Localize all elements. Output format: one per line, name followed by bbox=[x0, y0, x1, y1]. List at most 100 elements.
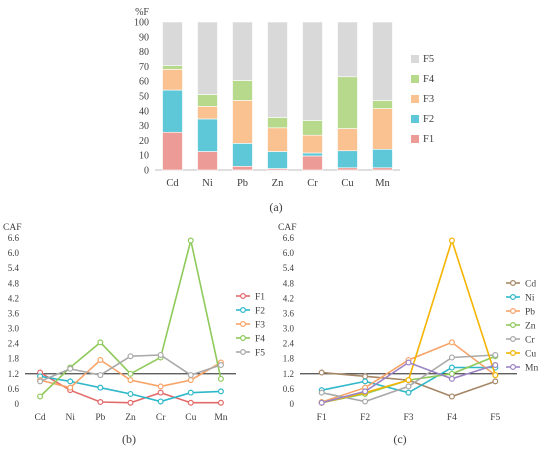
point-f2-ni bbox=[67, 378, 74, 385]
bar-mn-f4 bbox=[372, 100, 393, 109]
legend-label-f2: F2 bbox=[255, 307, 265, 317]
y-tick-label-6-6: 6.6 bbox=[8, 233, 20, 243]
point-f1-mn bbox=[217, 399, 224, 406]
x-tick-label-f1: F1 bbox=[317, 413, 327, 423]
bar-cu-f4 bbox=[337, 76, 358, 129]
legend-swatch-f4 bbox=[411, 75, 419, 83]
y-tick-label-60: 60 bbox=[139, 77, 149, 88]
x-tick-label-cd: Cd bbox=[35, 413, 46, 423]
bar-pb-f4 bbox=[232, 80, 253, 101]
y-axis-label: CAF bbox=[3, 223, 21, 233]
point-f5-mn bbox=[217, 362, 224, 369]
legend-label-f4: F4 bbox=[423, 74, 435, 85]
bar-ni-f5 bbox=[197, 21, 218, 95]
legend-marker-cr bbox=[510, 336, 517, 343]
y-tick-label-1-2: 1.2 bbox=[8, 369, 19, 379]
point-cu-f4 bbox=[448, 237, 455, 244]
y-tick-label-2-4: 2.4 bbox=[8, 339, 20, 349]
x-tick-label-zn: Zn bbox=[272, 178, 284, 189]
bar-cr-f5 bbox=[302, 21, 323, 121]
x-tick-label-ni: Ni bbox=[65, 413, 75, 423]
point-f4-mn bbox=[217, 375, 224, 382]
y-tick-label-1-8: 1.8 bbox=[8, 354, 20, 364]
point-ni-f3 bbox=[405, 389, 412, 396]
point-cd-f5 bbox=[492, 378, 499, 385]
y-tick-label-3-0: 3.0 bbox=[8, 324, 20, 334]
y-tick-label-10: 10 bbox=[139, 151, 149, 162]
point-f2-zn bbox=[127, 390, 134, 397]
point-f4-cu bbox=[187, 237, 194, 244]
point-f3-zn bbox=[127, 377, 134, 384]
point-f3-ni bbox=[67, 384, 74, 391]
panel-a-stacked-bar-chart: %F 0 10 20 30 40 50 60 70 80 90 100 Cd Ni Pb Zn Cr Cu Mn F5… bbox=[134, 7, 435, 189]
legend-marker-f3 bbox=[240, 321, 247, 328]
point-cr-f5 bbox=[492, 351, 499, 358]
bar-pb-f2 bbox=[232, 143, 253, 167]
y-tick-label-100: 100 bbox=[134, 18, 149, 29]
bar-cd-f2 bbox=[162, 89, 183, 133]
point-cr-f2 bbox=[362, 398, 369, 405]
point-f5-cd bbox=[37, 378, 44, 385]
legend-label-f3: F3 bbox=[423, 94, 434, 105]
bar-mn-f3 bbox=[372, 108, 393, 150]
bar-mn-f5 bbox=[372, 21, 393, 101]
point-f3-cu bbox=[187, 377, 194, 384]
y-tick-label-3-0: 3.0 bbox=[283, 324, 295, 334]
point-f2-mn bbox=[217, 388, 224, 395]
bar-cr-f3 bbox=[302, 134, 323, 154]
legend-swatch-f3 bbox=[411, 95, 419, 103]
bar-pb-f1 bbox=[232, 166, 253, 171]
y-tick-label-5-4: 5.4 bbox=[283, 263, 295, 273]
y-tick-label-0-6: 0.6 bbox=[283, 384, 295, 394]
legend-label-pb: Pb bbox=[525, 308, 535, 318]
x-tick-label-f4: F4 bbox=[447, 413, 457, 423]
point-mn-f2 bbox=[362, 388, 369, 395]
legend-label-cu: Cu bbox=[525, 350, 536, 360]
bar-cu-f2 bbox=[337, 150, 358, 169]
y-tick-label-2-4: 2.4 bbox=[283, 339, 295, 349]
point-cd-f4 bbox=[448, 393, 455, 400]
x-tick-label-f5: F5 bbox=[490, 413, 500, 423]
legend-label-f1: F1 bbox=[423, 134, 434, 145]
point-f2-pb bbox=[97, 384, 104, 391]
point-f5-zn bbox=[127, 353, 134, 360]
x-tick-label-mn: Mn bbox=[214, 413, 227, 423]
point-f1-pb bbox=[97, 398, 104, 405]
legend-marker-cu bbox=[510, 350, 517, 357]
legend-label-f5: F5 bbox=[255, 349, 265, 359]
bar-cd-f4 bbox=[162, 65, 183, 70]
x-tick-label-zn: Zn bbox=[125, 413, 136, 423]
point-cr-f4 bbox=[448, 354, 455, 361]
point-mn-f1 bbox=[318, 399, 325, 406]
y-tick-label-3-6: 3.6 bbox=[283, 308, 295, 318]
point-cu-f5 bbox=[492, 372, 499, 379]
y-tick-label-1-2: 1.2 bbox=[283, 369, 294, 379]
point-f4-pb bbox=[97, 339, 104, 346]
bar-ni-f3 bbox=[197, 106, 218, 120]
y-tick-label-0-6: 0.6 bbox=[8, 384, 20, 394]
x-tick-label-cu: Cu bbox=[185, 413, 196, 423]
point-f4-zn bbox=[127, 370, 134, 377]
point-f1-zn bbox=[127, 399, 134, 406]
point-cu-f3 bbox=[405, 377, 412, 384]
bar-ni-f2 bbox=[197, 118, 218, 152]
y-tick-label-20: 20 bbox=[139, 136, 149, 147]
point-cd-f1 bbox=[318, 369, 325, 376]
point-ni-f4 bbox=[448, 364, 455, 371]
y-tick-label-40: 40 bbox=[139, 106, 149, 117]
legend-marker-f5 bbox=[240, 349, 247, 356]
point-mn-f4 bbox=[448, 375, 455, 382]
legend-marker-ni bbox=[510, 294, 517, 301]
point-f2-cu bbox=[187, 389, 194, 396]
x-tick-label-pb: Pb bbox=[95, 413, 105, 423]
x-tick-label-cr: Cr bbox=[156, 413, 166, 423]
legend-label-f5: F5 bbox=[423, 54, 434, 65]
y-tick-label-30: 30 bbox=[139, 121, 149, 132]
bar-zn-f5 bbox=[267, 21, 288, 118]
panel-b-line-chart: CAF 0 0.6 1.2 1.8 2.4 3.0 3.6 4.2 4.8 5.4 6.0 6.6 Cd N… bbox=[3, 223, 265, 423]
y-tick-label-3-6: 3.6 bbox=[8, 308, 20, 318]
legend-marker-f1 bbox=[240, 293, 247, 300]
legend-swatch-f5 bbox=[411, 55, 419, 63]
x-tick-label-pb: Pb bbox=[237, 178, 248, 189]
legend-label-ni: Ni bbox=[525, 294, 535, 304]
